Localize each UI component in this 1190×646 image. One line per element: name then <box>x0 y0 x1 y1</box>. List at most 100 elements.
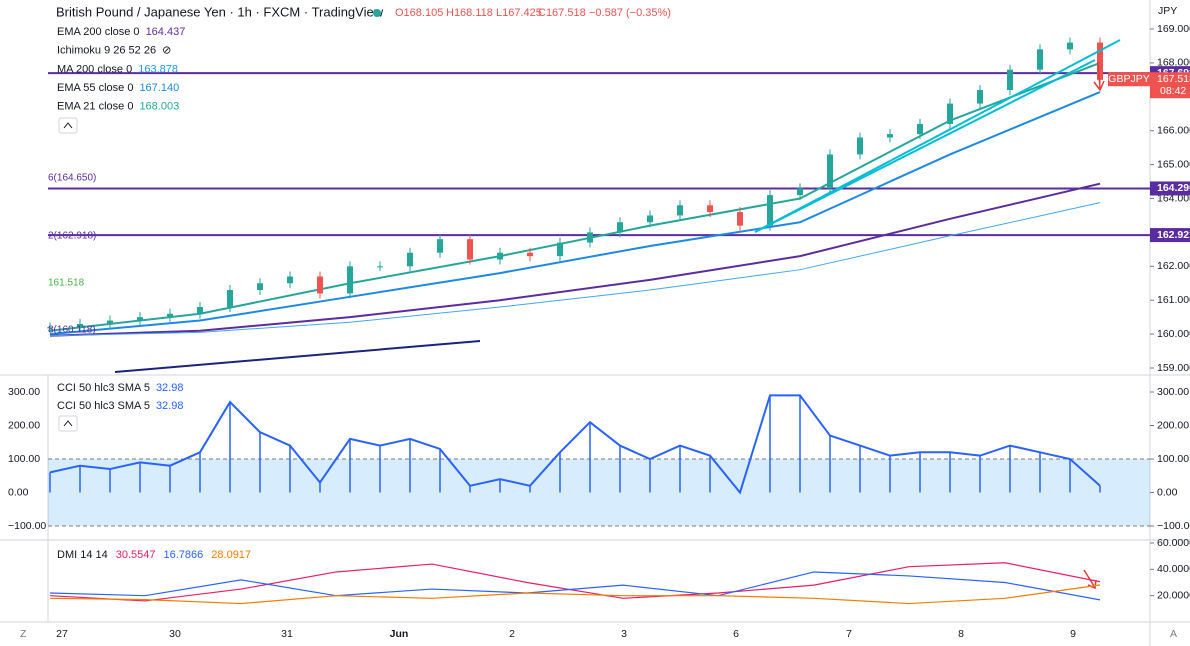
cci-line <box>49 394 1101 495</box>
time-label: 27 <box>56 628 68 640</box>
title: British Pound / Japanese Yen · 1h · FXCM… <box>56 4 384 19</box>
candle-body <box>437 239 443 253</box>
candle-body <box>1007 69 1013 91</box>
countdown: 08:42 <box>1160 85 1186 97</box>
price-tick-label: 159.000 <box>1157 362 1190 374</box>
price-tick-label: 166.000 <box>1157 124 1190 136</box>
dmi-tick-label: 60.00000 <box>1157 537 1190 549</box>
auto-button[interactable]: A <box>1170 628 1177 640</box>
indicator-label: MA 200 close 0 <box>57 63 132 75</box>
candle-body <box>377 266 383 268</box>
candle-body <box>677 205 683 216</box>
price-tick-label: 165.000 <box>1157 158 1190 170</box>
price-tick-label: 168.000 <box>1157 57 1190 69</box>
cci-tick-label: 200.00 <box>8 419 40 431</box>
dmi-line <box>49 584 1101 605</box>
last-price-tag <box>1150 72 1190 99</box>
candle-body <box>107 320 113 324</box>
trend-line <box>754 39 1121 233</box>
candle-body <box>647 215 653 223</box>
level-tag <box>1150 228 1190 243</box>
fib-label: 2(162.918) <box>48 231 96 242</box>
collapse-button[interactable] <box>58 415 78 432</box>
candle-body <box>827 154 833 189</box>
symbol-label: GBPJPY <box>1108 73 1149 85</box>
cci-legend-value: 32.98 <box>156 400 184 412</box>
cci-tick-label: 300.00 <box>1157 386 1189 398</box>
collapse-button[interactable] <box>58 117 78 134</box>
trend-line <box>754 59 1096 233</box>
status-dot <box>373 9 381 17</box>
price-tick-label: 169.000 <box>1157 23 1190 35</box>
candle-body <box>287 276 293 284</box>
cci-tick-label: −100.00 <box>1157 520 1190 532</box>
dmi-line <box>49 562 1101 602</box>
dmi-line <box>49 571 1101 601</box>
candle-body <box>467 239 473 260</box>
indicator-label: Ichimoku 9 26 52 26 <box>57 45 156 57</box>
marks <box>47 37 1150 337</box>
candle-body <box>737 212 743 226</box>
indicator-label: EMA 55 close 0 <box>57 82 133 94</box>
level-tag <box>1150 181 1190 196</box>
fib-label: 8(160.118) <box>48 325 96 336</box>
dmi-legend-value: 16.7866 <box>164 549 204 561</box>
candle-body <box>497 252 503 260</box>
price-tick-label: 161.000 <box>1157 294 1190 306</box>
moving-average <box>49 182 1101 337</box>
level-label: 164.296 <box>1157 182 1190 194</box>
dmi-legend-value: 28.0917 <box>211 549 251 561</box>
time-label: 3 <box>621 628 627 640</box>
indicator-value: 163.878 <box>138 63 178 75</box>
candle-body <box>47 327 53 329</box>
moving-average <box>49 61 1101 332</box>
cci-legend: CCI 50 hlc3 SMA 5 <box>57 400 150 412</box>
candle-body <box>257 283 263 291</box>
cci-tick-label: −100.00 <box>8 520 46 532</box>
candle-body <box>557 242 563 257</box>
cci-legend-value: 32.98 <box>156 382 184 394</box>
candle-body <box>797 188 803 196</box>
time-label: 7 <box>846 628 852 640</box>
candle-body <box>1037 49 1043 70</box>
candle-body <box>587 232 593 243</box>
moving-average <box>49 202 1101 337</box>
cci-tick-label: 300.00 <box>8 386 40 398</box>
chevron <box>63 420 73 427</box>
zoom-button[interactable]: Z <box>20 628 27 640</box>
indicator-label: EMA 21 close 0 <box>57 101 133 113</box>
dmi-tick-label: 40.00000 <box>1157 563 1190 575</box>
dmi-legend-value: 30.5547 <box>116 549 156 561</box>
candle-body <box>167 313 173 318</box>
arrow <box>1093 61 1105 92</box>
candle-body <box>1067 42 1073 50</box>
time-label: Jun <box>390 628 409 640</box>
fib-label: 161.518 <box>48 278 85 289</box>
candle-body <box>617 222 623 233</box>
ohlc: −0.587 (−0.35%) <box>589 7 671 19</box>
cci-tick-label: 200.00 <box>1157 419 1189 431</box>
cci-tick-label: 0.00 <box>8 486 29 498</box>
candle-body <box>947 103 953 124</box>
candle-body <box>527 252 533 257</box>
candle-body <box>707 205 713 213</box>
candle-body <box>137 317 143 321</box>
time-label: 8 <box>958 628 964 640</box>
time-label: 9 <box>1070 628 1076 640</box>
candle-body <box>347 266 353 294</box>
ohlc: C167.518 <box>538 7 586 19</box>
candle-body <box>77 323 83 328</box>
cci-tick-label: 0.00 <box>1157 486 1178 498</box>
last-price-label: 167.518 <box>1157 73 1190 85</box>
candle-body <box>887 134 893 138</box>
cci-tick-label: 100.00 <box>8 453 40 465</box>
level-label: 162.921 <box>1157 229 1190 241</box>
candle-body <box>407 252 413 267</box>
ohlc: L167.425 <box>496 7 542 19</box>
time-label: 30 <box>169 628 181 640</box>
candle-body <box>197 306 203 314</box>
indicator-label: EMA 200 close 0 <box>57 26 140 38</box>
cci-tick-label: 100.00 <box>1157 453 1189 465</box>
symbol-tag <box>1108 72 1150 87</box>
